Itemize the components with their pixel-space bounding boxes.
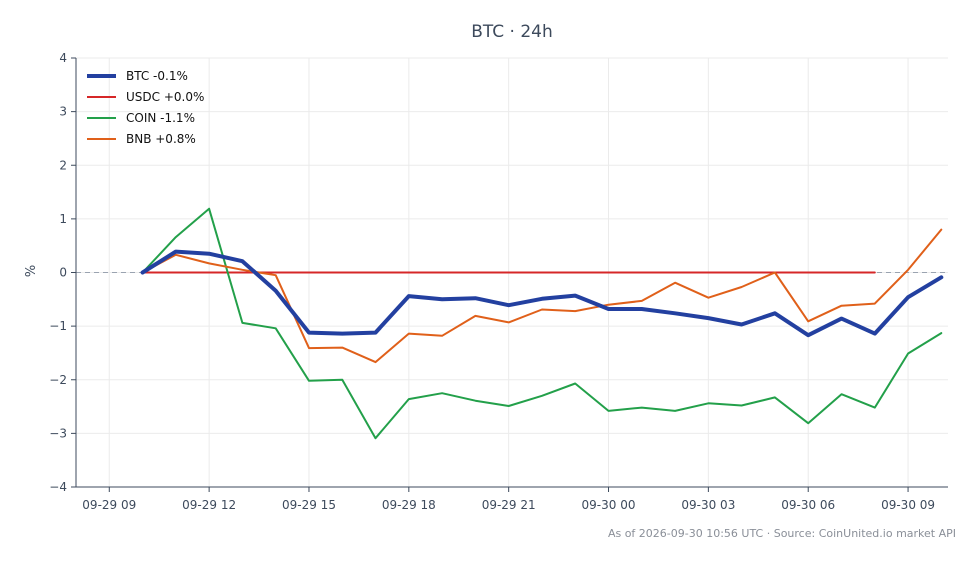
x-tick-label: 09-30 00 xyxy=(582,498,636,512)
x-tick-label: 09-30 06 xyxy=(781,498,835,512)
legend-label: USDC +0.0% xyxy=(126,90,204,104)
x-tick-label: 09-29 09 xyxy=(82,498,136,512)
source-footer: As of 2026-09-30 10:56 UTC · Source: Coi… xyxy=(608,527,956,540)
y-tick-label: −3 xyxy=(49,426,67,440)
legend-label: BTC -0.1% xyxy=(126,69,188,83)
y-axis-label: % xyxy=(24,265,39,277)
legend-label: COIN -1.1% xyxy=(126,111,195,125)
legend-label: BNB +0.8% xyxy=(126,132,196,146)
y-tick-label: −4 xyxy=(49,480,67,494)
x-tick-label: 09-29 18 xyxy=(382,498,436,512)
y-tick-label: 4 xyxy=(59,51,67,65)
series-layer xyxy=(140,207,944,440)
y-tick-label: 1 xyxy=(59,212,67,226)
legend: BTC -0.1% USDC +0.0% COIN -1.1% BNB +0.8% xyxy=(87,69,204,146)
y-tick-label: −2 xyxy=(49,373,67,387)
series-line-4 xyxy=(141,228,943,364)
series-line-1 xyxy=(140,249,944,338)
x-tick-label: 09-29 15 xyxy=(282,498,336,512)
chart-title: BTC · 24h xyxy=(471,22,553,42)
y-tick-label: 2 xyxy=(59,158,67,172)
axes: 4 3 2 1 0 −1 −2 −3 −4 09-29 09 09-29 12 09-29 15 09-… xyxy=(49,51,948,512)
x-tick-label: 09-30 03 xyxy=(681,498,735,512)
y-tick-label: −1 xyxy=(49,319,67,333)
x-tick-label: 09-29 12 xyxy=(182,498,236,512)
y-tick-label: 3 xyxy=(59,105,67,119)
series-line-3 xyxy=(141,207,943,440)
y-tick-label: 0 xyxy=(59,266,67,280)
x-tick-label: 09-29 21 xyxy=(482,498,536,512)
x-tick-label: 09-30 09 xyxy=(881,498,935,512)
